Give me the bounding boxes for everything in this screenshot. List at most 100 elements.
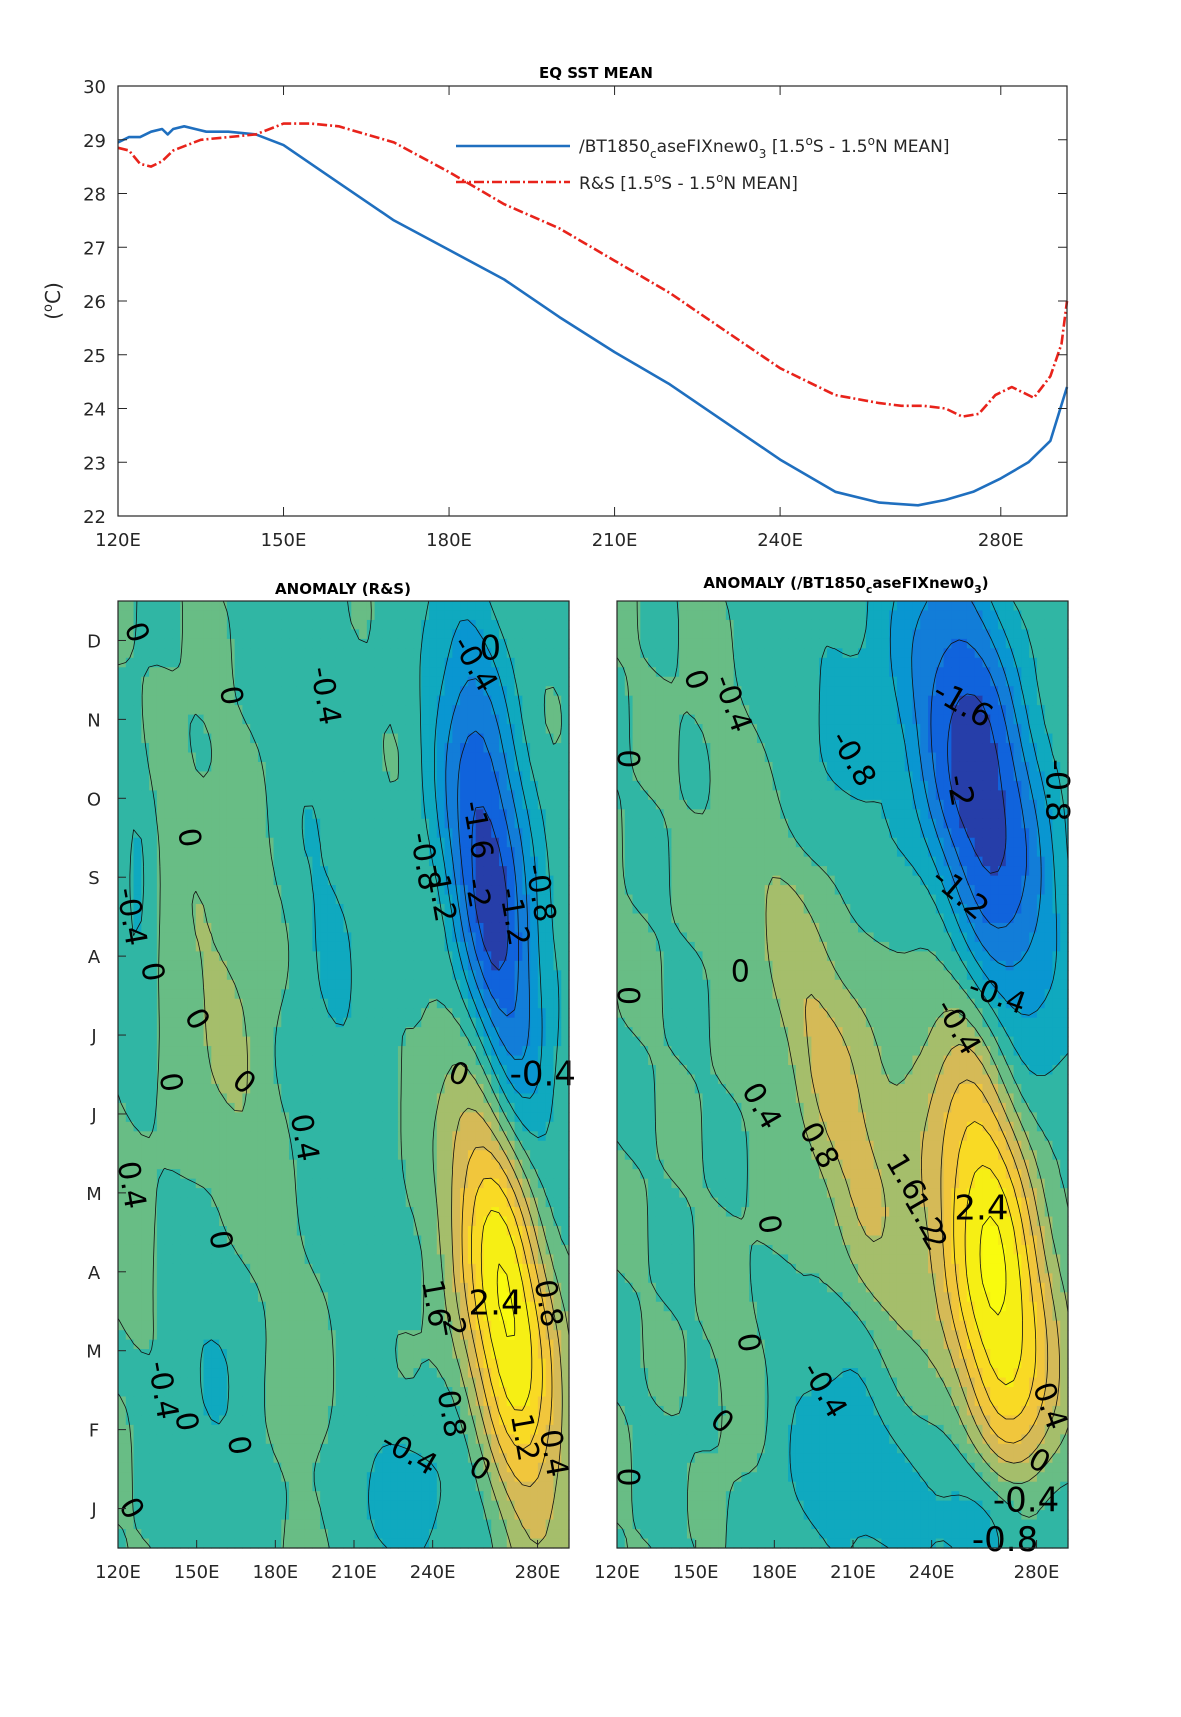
left-heat-cell xyxy=(157,762,165,772)
left-heat-cell xyxy=(227,847,235,857)
left-heat-cell xyxy=(297,1349,305,1359)
left-heat-cell xyxy=(344,828,352,838)
left-heat-cell xyxy=(242,1340,250,1350)
left-heat-cell xyxy=(336,999,344,1009)
left-heat-cell xyxy=(421,1378,429,1388)
left-heat-cell xyxy=(460,696,468,706)
left-heat-cell xyxy=(312,1075,320,1085)
top-y-tick-label: 22 xyxy=(83,507,106,528)
left-heat-cell xyxy=(406,1075,414,1085)
left-heat-cell xyxy=(320,762,328,772)
left-heat-cell xyxy=(344,1387,352,1397)
left-heat-cell xyxy=(406,1037,414,1047)
left-heat-cell xyxy=(134,1235,142,1245)
left-heat-cell xyxy=(351,677,359,687)
left-heat-cell xyxy=(375,999,383,1009)
left-heat-cell xyxy=(421,1330,429,1340)
left-heat-cell xyxy=(289,696,297,706)
left-heat-cell xyxy=(235,989,243,999)
left-heat-cell xyxy=(367,1046,375,1056)
left-heat-cell xyxy=(266,1150,274,1160)
left-heat-cell xyxy=(266,876,274,886)
left-heat-cell xyxy=(320,932,328,942)
left-heat-cell xyxy=(141,601,149,611)
left-heat-cell xyxy=(281,1217,289,1227)
left-heat-cell xyxy=(344,734,352,744)
left-heat-cell xyxy=(561,866,569,876)
left-heat-cell xyxy=(382,857,390,867)
left-heat-cell xyxy=(281,970,289,980)
left-heat-cell xyxy=(499,876,507,886)
left-heat-cell xyxy=(281,1273,289,1283)
left-heat-cell xyxy=(553,743,561,753)
left-heat-cell xyxy=(242,771,250,781)
left-heat-cell xyxy=(476,705,484,715)
left-heat-cell xyxy=(211,658,219,668)
left-heat-cell xyxy=(312,1065,320,1075)
left-heat-cell xyxy=(297,743,305,753)
left-heat-cell xyxy=(429,1008,437,1018)
left-heat-cell xyxy=(134,1112,142,1122)
left-heat-cell xyxy=(429,1169,437,1179)
left-heat-cell xyxy=(196,790,204,800)
left-heat-cell xyxy=(250,1378,258,1388)
left-heat-cell xyxy=(499,1396,507,1406)
left-heat-cell xyxy=(118,610,126,620)
left-heat-cell xyxy=(320,885,328,895)
left-heat-cell xyxy=(390,1264,398,1274)
left-heat-cell xyxy=(250,1198,258,1208)
left-heat-cell xyxy=(344,1188,352,1198)
left-heat-cell xyxy=(227,658,235,668)
left-heat-cell xyxy=(522,951,530,961)
left-heat-cell xyxy=(165,620,173,630)
left-heat-cell xyxy=(266,1217,274,1227)
left-heat-cell xyxy=(274,1264,282,1274)
left-heat-cell xyxy=(351,1122,359,1132)
left-heat-cell xyxy=(149,989,157,999)
left-heat-cell xyxy=(359,866,367,876)
left-heat-cell xyxy=(204,1141,212,1151)
left-heat-cell xyxy=(126,734,134,744)
left-heat-cell xyxy=(483,1131,491,1141)
left-heat-cell xyxy=(522,715,530,725)
left-heat-cell xyxy=(421,1235,429,1245)
left-heat-cell xyxy=(165,724,173,734)
left-heat-cell xyxy=(134,1226,142,1236)
left-heat-cell xyxy=(258,715,266,725)
left-heat-cell xyxy=(118,989,126,999)
left-heat-cell xyxy=(281,876,289,886)
left-heat-cell xyxy=(421,1245,429,1255)
left-heat-cell xyxy=(468,1122,476,1132)
left-heat-cell xyxy=(211,1046,219,1056)
left-heat-cell xyxy=(235,1321,243,1331)
left-heat-cell xyxy=(382,677,390,687)
left-heat-cell xyxy=(491,610,499,620)
left-heat-cell xyxy=(219,1027,227,1037)
left-heat-cell xyxy=(328,970,336,980)
left-heat-cell xyxy=(312,1340,320,1350)
left-heat-cell xyxy=(561,980,569,990)
left-heat-cell xyxy=(297,724,305,734)
left-heat-cell xyxy=(406,771,414,781)
left-heat-cell xyxy=(375,923,383,933)
left-heat-cell xyxy=(141,734,149,744)
left-heat-cell xyxy=(421,1131,429,1141)
left-heat-cell xyxy=(491,1217,499,1227)
left-heat-cell xyxy=(398,781,406,791)
left-heat-cell xyxy=(320,1273,328,1283)
left-heat-cell xyxy=(359,1179,367,1189)
left-heat-cell xyxy=(320,1349,328,1359)
left-heat-cell xyxy=(351,781,359,791)
left-heat-cell xyxy=(359,1037,367,1047)
left-heat-cell xyxy=(258,1112,266,1122)
left-heat-cell xyxy=(126,800,134,810)
left-heat-cell xyxy=(227,1340,235,1350)
left-heat-cell xyxy=(429,705,437,715)
left-heat-cell xyxy=(344,1122,352,1132)
left-heat-cell xyxy=(367,1122,375,1132)
left-heat-cell xyxy=(141,1235,149,1245)
left-heat-cell xyxy=(468,1245,476,1255)
left-heat-cell xyxy=(491,753,499,763)
left-heat-cell xyxy=(382,620,390,630)
left-heat-cell xyxy=(188,1226,196,1236)
